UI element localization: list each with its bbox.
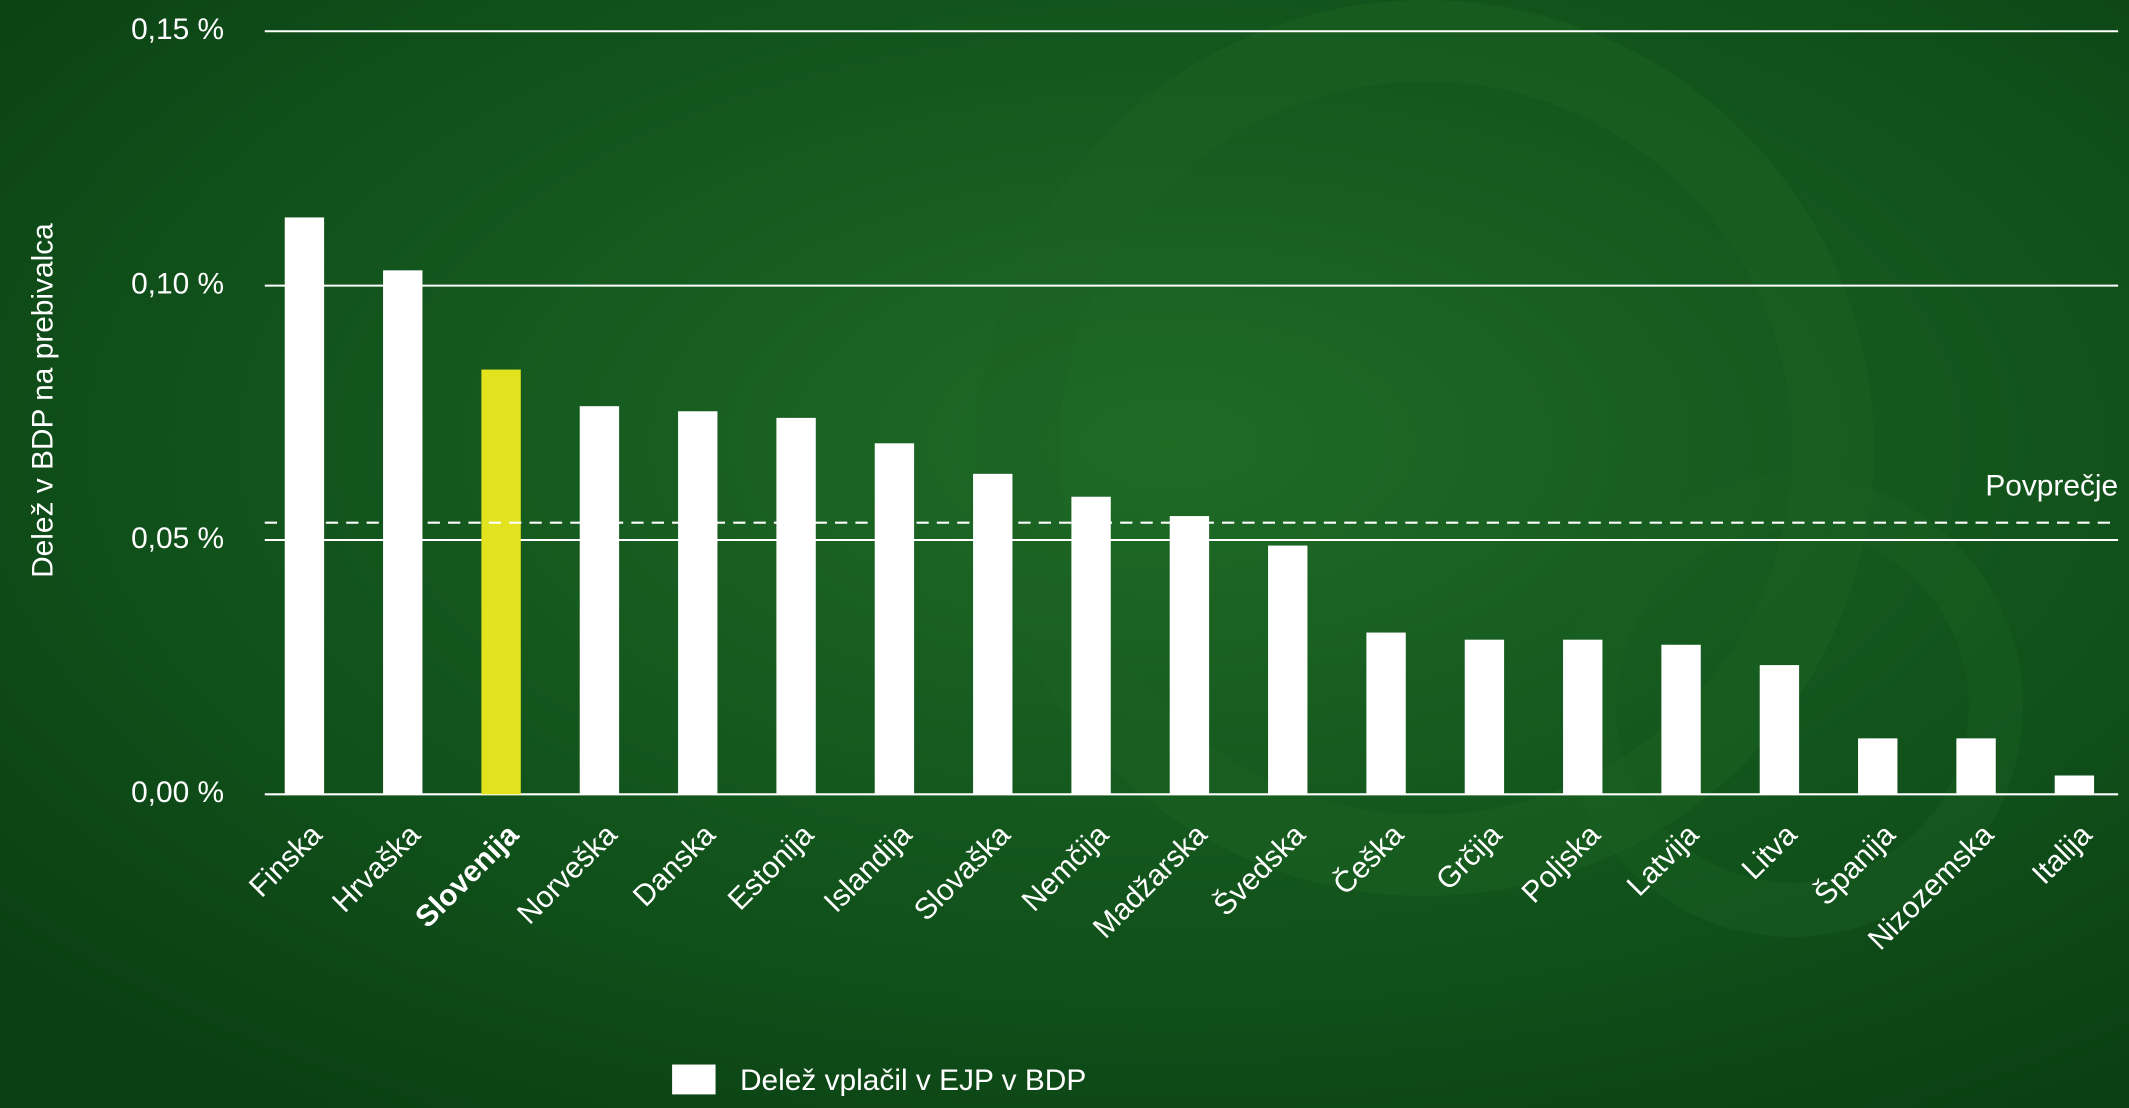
y-tick-label: 0,10 % bbox=[131, 268, 224, 301]
bar bbox=[1956, 738, 1995, 794]
bar bbox=[1465, 640, 1504, 795]
page: Delež v BDP na prebivalca 0,00 % 0,05 % 0,… bbox=[0, 0, 2129, 1108]
bar bbox=[776, 418, 815, 794]
y-tick-label: 0,15 % bbox=[131, 13, 224, 46]
legend-label: Delež vplačil v EJP v BDP bbox=[740, 1064, 1086, 1097]
bar bbox=[1366, 633, 1405, 795]
bar bbox=[1858, 738, 1897, 794]
bar bbox=[1071, 497, 1110, 795]
bar bbox=[1170, 516, 1209, 794]
bar bbox=[678, 411, 717, 794]
y-tick-label: 0,00 % bbox=[131, 776, 224, 809]
bar bbox=[1563, 640, 1602, 795]
bar bbox=[1760, 665, 1799, 794]
bar bbox=[285, 217, 324, 794]
bar bbox=[580, 406, 619, 794]
chart: Delež v BDP na prebivalca 0,00 % 0,05 % 0,… bbox=[0, 0, 2129, 1108]
bar bbox=[383, 270, 422, 794]
average-label: Povprečje bbox=[1985, 469, 2118, 502]
y-axis-title: Delež v BDP na prebivalca bbox=[27, 223, 60, 578]
bar bbox=[875, 443, 914, 794]
legend-swatch bbox=[672, 1065, 715, 1095]
y-tick-label: 0,05 % bbox=[131, 522, 224, 555]
bar bbox=[1268, 546, 1307, 795]
bar bbox=[481, 370, 520, 795]
bar bbox=[2055, 776, 2094, 795]
bar bbox=[1661, 645, 1700, 795]
